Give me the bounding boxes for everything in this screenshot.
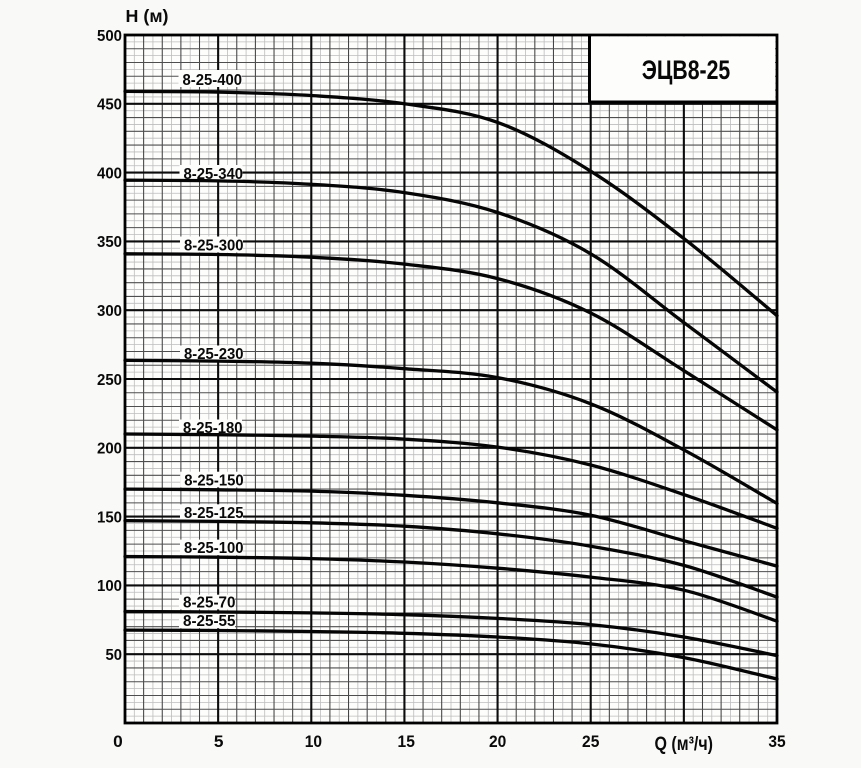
svg-text:8-25-125: 8-25-125 xyxy=(184,505,244,522)
svg-text:400: 400 xyxy=(97,165,122,182)
svg-text:500: 500 xyxy=(97,28,122,45)
svg-text:8-25-230: 8-25-230 xyxy=(184,346,244,363)
svg-text:8-25-70: 8-25-70 xyxy=(183,594,236,611)
svg-text:20: 20 xyxy=(489,733,506,751)
svg-text:35: 35 xyxy=(768,733,785,751)
svg-text:15: 15 xyxy=(398,733,415,751)
svg-text:8-25-55: 8-25-55 xyxy=(183,613,236,630)
svg-text:300: 300 xyxy=(97,303,122,320)
svg-text:450: 450 xyxy=(97,97,122,114)
svg-text:150: 150 xyxy=(97,509,122,526)
svg-text:8-25-150: 8-25-150 xyxy=(184,472,244,489)
svg-text:10: 10 xyxy=(305,733,322,751)
svg-text:8-25-400: 8-25-400 xyxy=(183,72,243,89)
svg-text:Q (м³/ч): Q (м³/ч) xyxy=(655,733,714,755)
svg-text:250: 250 xyxy=(97,372,122,389)
svg-text:8-25-300: 8-25-300 xyxy=(184,238,244,255)
svg-text:100: 100 xyxy=(97,578,122,595)
svg-text:ЭЦВ8-25: ЭЦВ8-25 xyxy=(642,55,731,85)
svg-text:8-25-340: 8-25-340 xyxy=(184,166,244,183)
svg-text:5: 5 xyxy=(214,733,224,751)
svg-text:Н (м): Н (м) xyxy=(126,6,169,26)
svg-text:50: 50 xyxy=(106,647,123,664)
svg-text:8-25-100: 8-25-100 xyxy=(184,540,244,557)
svg-text:350: 350 xyxy=(97,234,122,251)
svg-text:0: 0 xyxy=(113,733,123,751)
svg-text:200: 200 xyxy=(97,441,122,458)
svg-text:8-25-180: 8-25-180 xyxy=(183,420,243,437)
svg-text:25: 25 xyxy=(582,733,599,751)
